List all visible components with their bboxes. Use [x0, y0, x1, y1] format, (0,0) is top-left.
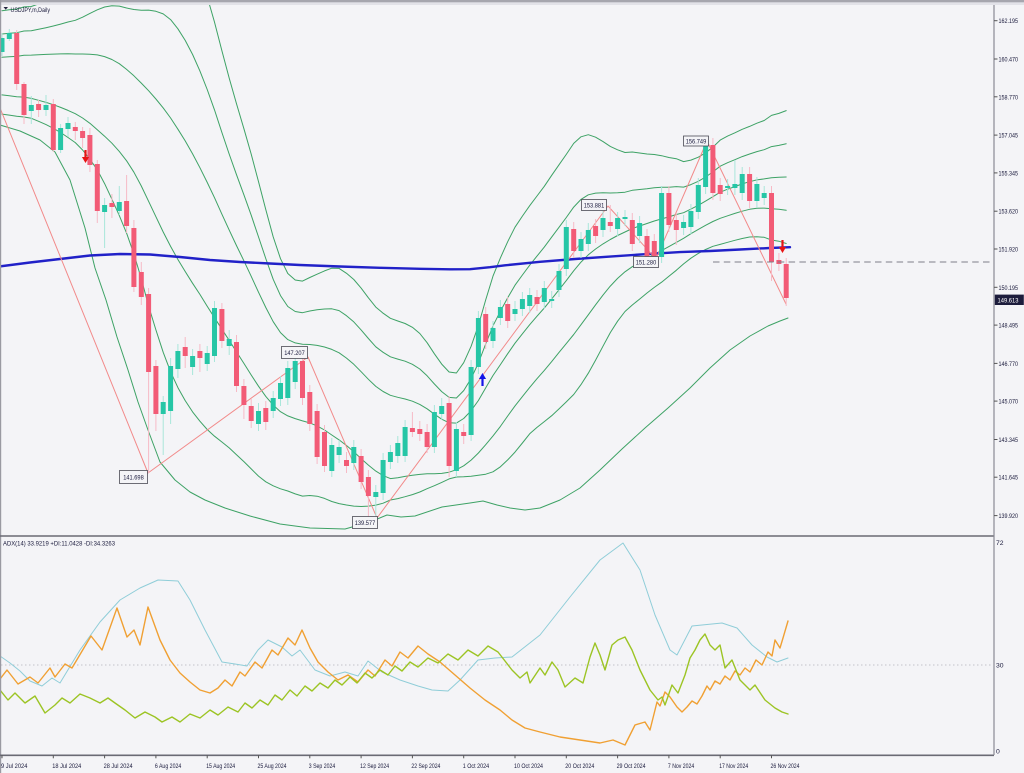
svg-text:18 Jul 2024: 18 Jul 2024: [52, 763, 81, 770]
svg-text:29 Oct 2024: 29 Oct 2024: [617, 763, 646, 770]
svg-text:28 Jul 2024: 28 Jul 2024: [104, 763, 133, 770]
svg-text:6 Aug 2024: 6 Aug 2024: [155, 763, 182, 770]
svg-text:153.620: 153.620: [999, 209, 1019, 216]
svg-text:158.770: 158.770: [999, 94, 1019, 101]
svg-text:149.613: 149.613: [998, 298, 1019, 305]
svg-text:1 Oct 2024: 1 Oct 2024: [463, 763, 490, 770]
svg-text:160.470: 160.470: [999, 57, 1019, 64]
svg-text:ADX(14) 33.9219 +DI:11.0428 -D: ADX(14) 33.9219 +DI:11.0428 -DI:34.3263: [3, 541, 115, 548]
svg-text:26 Nov 2024: 26 Nov 2024: [771, 763, 800, 770]
svg-text:15 Aug 2024: 15 Aug 2024: [206, 763, 235, 770]
svg-text:145.070: 145.070: [999, 399, 1019, 406]
svg-text:143.345: 143.345: [999, 437, 1019, 444]
svg-text:12 Sep 2024: 12 Sep 2024: [360, 763, 389, 770]
svg-text:10 Oct 2024: 10 Oct 2024: [514, 763, 543, 770]
svg-text:151.280: 151.280: [636, 259, 657, 266]
svg-text:17 Nov 2024: 17 Nov 2024: [719, 763, 748, 770]
svg-text:153.881: 153.881: [584, 202, 605, 209]
svg-text:148.495: 148.495: [999, 323, 1019, 330]
svg-text:20 Oct 2024: 20 Oct 2024: [565, 763, 594, 770]
svg-text:141.645: 141.645: [999, 475, 1019, 482]
svg-text:139.920: 139.920: [999, 513, 1019, 520]
svg-text:0: 0: [996, 749, 1000, 756]
svg-text:9 Jul 2024: 9 Jul 2024: [1, 763, 28, 770]
svg-text:72: 72: [996, 540, 1004, 547]
svg-text:157.045: 157.045: [999, 133, 1019, 140]
svg-text:3 Sep 2024: 3 Sep 2024: [309, 763, 336, 770]
svg-text:155.345: 155.345: [999, 170, 1019, 177]
svg-text:156.749: 156.749: [686, 138, 707, 145]
svg-text:30: 30: [996, 663, 1004, 670]
svg-text:162.195: 162.195: [999, 18, 1019, 25]
svg-text:7 Nov 2024: 7 Nov 2024: [668, 763, 695, 770]
svg-text:150.195: 150.195: [999, 285, 1019, 292]
svg-text:22 Sep 2024: 22 Sep 2024: [411, 763, 440, 770]
svg-text:141.698: 141.698: [123, 474, 144, 481]
svg-text:USDJPY,m,Daily: USDJPY,m,Daily: [11, 7, 51, 14]
svg-text:146.770: 146.770: [999, 361, 1019, 368]
svg-text:139.577: 139.577: [355, 520, 376, 527]
svg-text:151.920: 151.920: [999, 247, 1019, 254]
svg-text:25 Aug 2024: 25 Aug 2024: [258, 763, 287, 770]
svg-text:147.207: 147.207: [284, 350, 305, 357]
